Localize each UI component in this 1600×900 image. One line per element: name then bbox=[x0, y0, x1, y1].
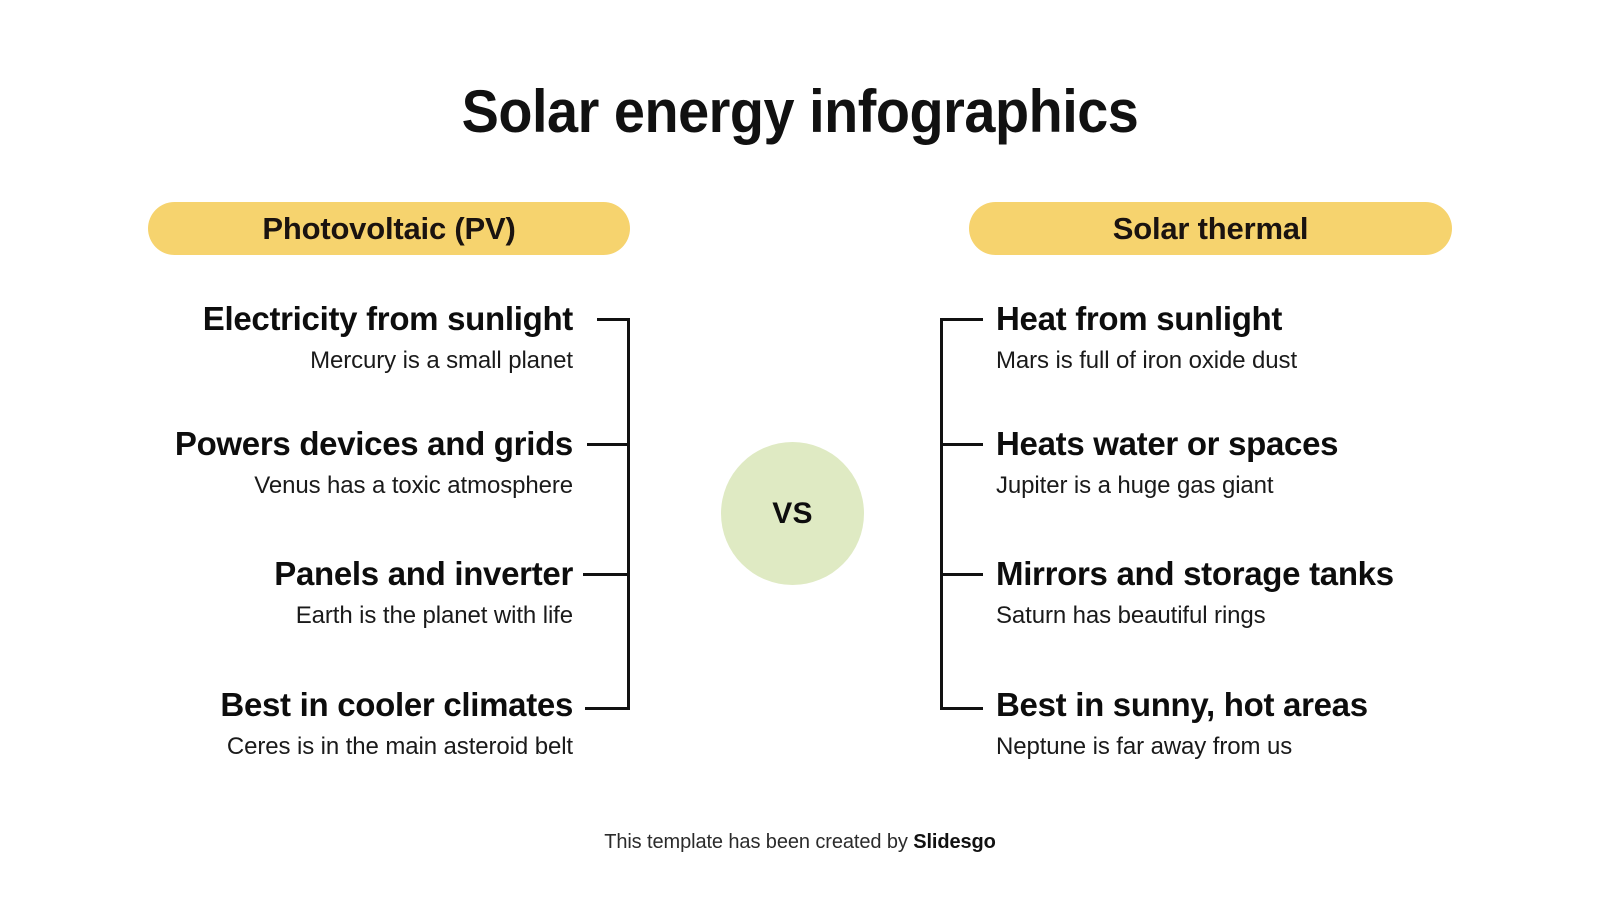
list-item-subtext: Earth is the planet with life bbox=[295, 601, 573, 629]
list-item[interactable]: Powers devices and grids Venus has a tox… bbox=[60, 425, 573, 499]
bracket-tick-left-1 bbox=[597, 318, 630, 321]
pill-header-photovoltaic-label: Photovoltaic (PV) bbox=[262, 211, 516, 246]
bracket-tick-right-1 bbox=[940, 318, 983, 321]
bracket-tick-left-3 bbox=[583, 573, 630, 576]
bracket-tick-right-2 bbox=[940, 443, 983, 446]
list-item-heading: Mirrors and storage tanks bbox=[996, 555, 1394, 592]
bracket-spine-left bbox=[627, 318, 630, 710]
list-item-heading: Powers devices and grids bbox=[174, 425, 573, 462]
list-item-heading: Heats water or spaces bbox=[996, 425, 1339, 462]
footer-credit-text: This template has been created by bbox=[604, 831, 914, 853]
page-title: Solar energy infographics bbox=[461, 78, 1139, 145]
list-item[interactable]: Heats water or spaces Jupiter is a huge … bbox=[996, 425, 1516, 499]
bracket-spine-right bbox=[940, 318, 943, 710]
list-item-heading: Electricity from sunlight bbox=[202, 300, 574, 337]
list-item-heading: Panels and inverter bbox=[274, 555, 573, 592]
footer-credit-brand[interactable]: Slidesgo bbox=[913, 831, 996, 853]
list-item-heading: Best in sunny, hot areas bbox=[996, 686, 1368, 723]
list-item[interactable]: Best in cooler climates Ceres is in the … bbox=[60, 686, 573, 760]
footer-credit: This template has been created by Slides… bbox=[0, 831, 1600, 854]
list-item[interactable]: Panels and inverter Earth is the planet … bbox=[60, 555, 573, 629]
list-item[interactable]: Mirrors and storage tanks Saturn has bea… bbox=[996, 555, 1516, 629]
list-item-heading: Best in cooler climates bbox=[220, 686, 573, 723]
list-item-subtext: Saturn has beautiful rings bbox=[996, 601, 1266, 629]
list-item-heading: Heat from sunlight bbox=[996, 300, 1283, 337]
list-item-subtext: Jupiter is a huge gas giant bbox=[996, 471, 1274, 499]
list-item-subtext: Ceres is in the main asteroid belt bbox=[226, 732, 573, 760]
list-item-subtext: Mercury is a small planet bbox=[310, 346, 573, 374]
bracket-tick-left-4 bbox=[585, 707, 630, 710]
bracket-tick-right-3 bbox=[940, 573, 983, 576]
list-item-subtext: Neptune is far away from us bbox=[996, 732, 1293, 760]
list-item[interactable]: Best in sunny, hot areas Neptune is far … bbox=[996, 686, 1516, 760]
list-item-subtext: Mars is full of iron oxide dust bbox=[996, 346, 1298, 374]
bracket-tick-left-2 bbox=[587, 443, 630, 446]
bracket-tick-right-4 bbox=[940, 707, 983, 710]
vs-badge: VS bbox=[721, 442, 864, 585]
pill-header-solar-thermal-label: Solar thermal bbox=[1112, 211, 1309, 246]
list-item[interactable]: Heat from sunlight Mars is full of iron … bbox=[996, 300, 1516, 374]
list-item-subtext: Venus has a toxic atmosphere bbox=[254, 471, 573, 499]
list-item[interactable]: Electricity from sunlight Mercury is a s… bbox=[60, 300, 574, 374]
pill-header-photovoltaic[interactable]: Photovoltaic (PV) bbox=[148, 202, 630, 255]
vs-badge-label: VS bbox=[772, 496, 813, 530]
pill-header-solar-thermal[interactable]: Solar thermal bbox=[969, 202, 1452, 255]
